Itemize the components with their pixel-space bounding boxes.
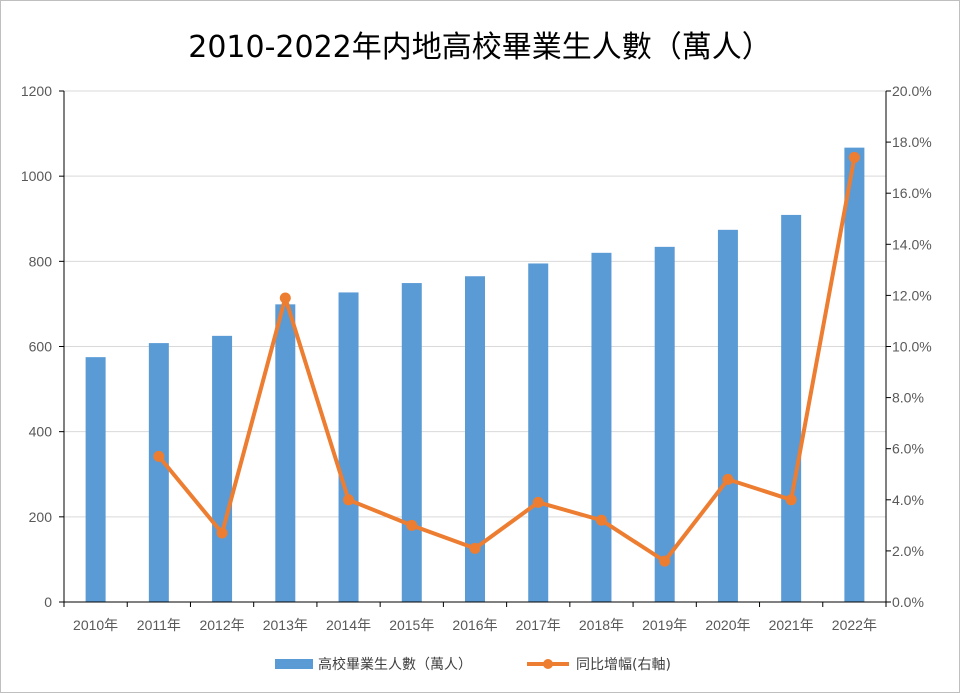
x-tick-label: 2021年 [769,617,814,633]
x-tick-label: 2010年 [73,617,118,633]
x-tick-label: 2014年 [326,617,371,633]
axes: 0 200 400 600 800 1000 1200 0.0% 2.0% 4.0% 6.0% 8.0… [21,83,932,633]
bar [781,214,802,603]
bar [528,263,549,602]
x-tick-label: 2022年 [832,617,877,633]
right-tick-label: 0.0% [892,594,924,610]
right-tick-label: 4.0% [892,492,924,508]
bar [401,283,422,602]
bar-series [85,147,865,603]
legend: 高校畢業生人數（萬人） 同比增幅(右軸) [275,656,671,673]
right-tick-label: 18.0% [892,134,932,150]
line-point [848,151,860,163]
line-point [469,542,481,554]
x-tick-label: 2012年 [199,617,244,633]
line-point [659,555,671,567]
left-tick-label: 1000 [21,168,52,184]
bar [591,252,612,603]
line-point [785,494,797,506]
right-tick-label: 16.0% [892,185,932,201]
bar [212,335,233,602]
bar [275,304,296,602]
legend-line-label: 同比增幅(右軸) [576,657,671,673]
bar [844,147,865,602]
legend-bar-swatch [275,659,313,669]
left-tick-label: 1200 [21,83,52,99]
line-point [595,514,607,526]
right-tick-label: 2.0% [892,543,924,559]
right-tick-label: 20.0% [892,83,932,99]
bar [85,357,106,602]
right-tick-label: 8.0% [892,390,924,406]
line-point [343,494,355,506]
left-tick-label: 200 [29,509,53,525]
x-tick-label: 2019年 [642,617,687,633]
x-tick-label: 2020年 [705,617,750,633]
line-point [279,292,291,304]
line-series [153,151,860,567]
x-tick-label: 2017年 [516,617,561,633]
x-tick-label: 2018年 [579,617,624,633]
bar [465,276,485,602]
bar [717,229,738,603]
x-tick-label: 2011年 [137,617,181,633]
left-tick-label: 400 [29,424,53,440]
line-point [532,496,544,508]
left-tick-label: 600 [29,339,53,355]
line-point [406,519,418,531]
bar [338,292,359,602]
x-tick-label: 2016年 [452,617,497,633]
right-tick-label: 12.0% [892,287,932,303]
legend-line-marker [543,659,553,669]
left-tick-label: 0 [44,594,52,610]
left-tick-label: 800 [29,253,53,269]
line-point [216,527,228,539]
bar [148,343,169,602]
x-tick-label: 2015年 [389,617,434,633]
chart-title: 2010-2022年内地高校畢業生人數（萬人） [188,30,772,65]
line-point [153,450,165,462]
legend-bar-label: 高校畢業生人數（萬人） [318,656,472,673]
right-tick-label: 10.0% [892,339,932,355]
bar [654,246,675,603]
x-tick-label: 2013年 [263,617,308,633]
right-tick-label: 6.0% [892,441,924,457]
series-line [157,157,857,564]
line-point [722,473,734,485]
right-tick-label: 14.0% [892,236,932,252]
